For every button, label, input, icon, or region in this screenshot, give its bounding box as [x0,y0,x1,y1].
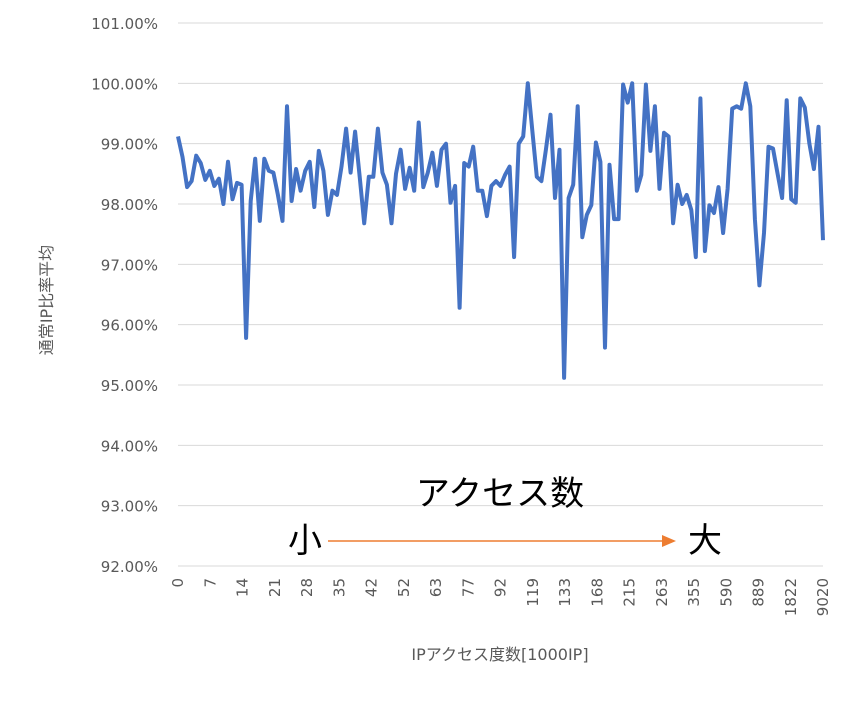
annotation-small-label: 小 [288,521,322,561]
x-tick-label: 77 [459,578,477,597]
x-tick-label: 1822 [782,578,800,616]
y-axis-tick-labels: 92.00% 93.00% 94.00% 95.00% 96.00% 97.00% 98.0… [91,15,158,576]
x-tick-label: 9020 [814,578,832,616]
x-tick-label: 119 [524,578,542,607]
annotation-arrow [328,535,676,547]
x-tick-label: 263 [653,578,671,607]
x-tick-label: 28 [298,578,316,597]
y-tick-label: 99.00% [101,136,158,154]
x-tick-label: 52 [395,578,413,597]
x-tick-label: 63 [427,578,445,597]
x-tick-label: 0 [169,578,187,588]
x-tick-label: 215 [621,578,639,607]
y-tick-label: 93.00% [101,498,158,516]
x-tick-label: 21 [266,578,284,597]
x-tick-label: 590 [717,578,735,607]
x-tick-label: 168 [588,578,606,607]
annotation-access-count: アクセス数 [416,474,584,514]
x-tick-label: 92 [492,578,510,597]
y-axis-title: 通常IP比率平均 [37,245,56,355]
x-tick-label: 133 [556,578,574,607]
y-tick-label: 98.00% [101,196,158,214]
x-tick-label: 14 [234,578,252,597]
x-axis-title: IPアクセス度数[1000IP] [411,645,588,664]
y-tick-label: 97.00% [101,256,158,274]
y-tick-label: 94.00% [101,437,158,455]
y-tick-label: 100.00% [91,75,158,93]
arrow-head [662,535,676,547]
x-tick-label: 42 [363,578,381,597]
gridlines [178,22,823,567]
y-tick-label: 92.00% [101,558,158,576]
y-tick-label: 96.00% [101,317,158,335]
x-tick-label: 35 [330,578,348,597]
series-group [176,81,825,380]
x-axis-tick-labels: 0 7 14 21 28 35 42 52 63 77 92 119 133 168 215 263 355 59… [169,578,832,616]
series-line [176,81,825,380]
y-tick-label: 101.00% [91,15,158,33]
x-tick-label: 7 [201,578,219,588]
x-tick-label: 889 [750,578,768,607]
y-tick-label: 95.00% [101,377,158,395]
annotation-large-label: 大 [688,521,722,561]
x-tick-label: 355 [685,578,703,607]
